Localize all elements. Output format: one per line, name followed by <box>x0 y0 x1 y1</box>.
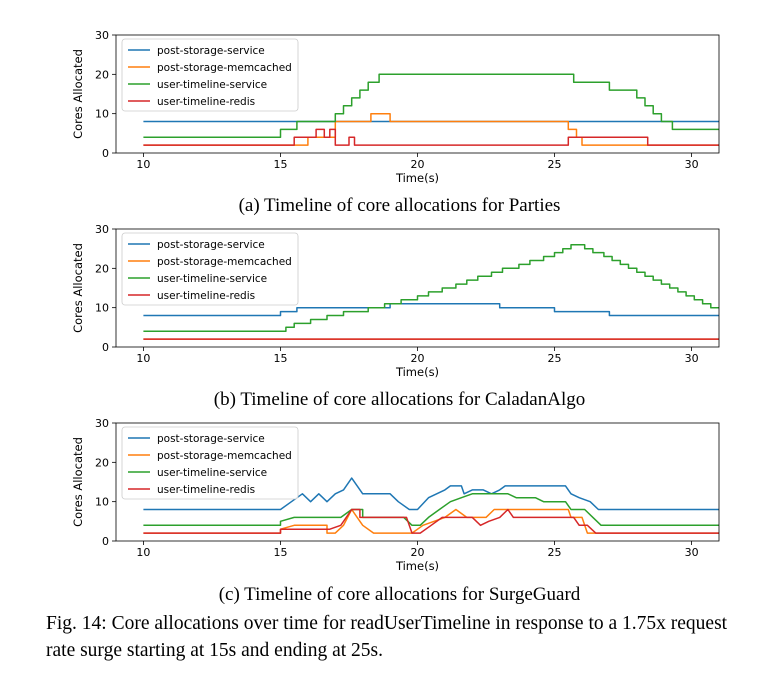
legend-label-post-storage-memcached: post-storage-memcached <box>157 62 292 74</box>
legend-box <box>121 232 299 306</box>
y-tick-label: 20 <box>95 68 109 81</box>
x-tick-label: 15 <box>273 352 287 365</box>
figure-caption-text: Core allocations over time for readUserT… <box>46 613 728 661</box>
x-tick-label: 30 <box>685 546 699 559</box>
x-tick-label: 25 <box>548 352 562 365</box>
legend-label-user-timeline-service: user-timeline-service <box>157 273 267 285</box>
chart-panel-2: 10 15 20 25 30 0 10 20 30 Time(s) Cores Allocated p… <box>71 223 720 410</box>
legend-label-user-timeline-redis: user-timeline-redis <box>157 290 255 302</box>
y-tick-label: 10 <box>95 302 109 315</box>
figure-caption: Fig. 14: Core allocations over time for … <box>46 610 758 664</box>
series-line-user-timeline-redis <box>143 128 719 146</box>
series-line-post-storage-memcached <box>143 112 719 146</box>
x-tick-label: 10 <box>136 158 150 171</box>
x-tick-label: 15 <box>273 158 287 171</box>
x-tick-label: 20 <box>411 546 425 559</box>
legend-box <box>121 38 299 112</box>
series-line-user-timeline-service <box>143 73 719 139</box>
y-tick-label: 20 <box>95 262 109 275</box>
y-tick-label: 10 <box>95 496 109 509</box>
x-axis-label: Time(s) <box>395 171 439 185</box>
legend-label-post-storage-memcached: post-storage-memcached <box>157 256 292 268</box>
series-line-post-storage-memcached <box>143 508 719 534</box>
panel-subcaption: (b) Timeline of core allocations for Cal… <box>214 389 585 410</box>
legend-label-user-timeline-redis: user-timeline-redis <box>157 96 255 108</box>
x-tick-label: 15 <box>273 546 287 559</box>
y-tick-label: 20 <box>95 456 109 469</box>
y-tick-label: 30 <box>95 223 109 236</box>
series-line-user-timeline-service <box>143 493 719 527</box>
legend-label-post-storage-service: post-storage-service <box>157 433 265 445</box>
y-tick-label: 0 <box>102 341 109 354</box>
legend-label-post-storage-memcached: post-storage-memcached <box>157 450 292 462</box>
series-line-user-timeline-service <box>143 243 719 333</box>
x-axis-label: Time(s) <box>395 365 439 379</box>
x-axis-label: Time(s) <box>395 559 439 573</box>
chart-panel-3: 10 15 20 25 30 0 10 20 30 Time(s) Cores Allocated p… <box>71 417 720 605</box>
series-line-post-storage-service <box>143 302 719 317</box>
x-tick-label: 20 <box>411 352 425 365</box>
y-axis-label: Cores Allocated <box>71 437 85 527</box>
panel-subcaption: (c) Timeline of core allocations for Sur… <box>219 584 581 605</box>
x-tick-label: 30 <box>685 158 699 171</box>
x-tick-label: 10 <box>136 546 150 559</box>
y-tick-label: 0 <box>102 535 109 548</box>
y-tick-label: 0 <box>102 147 109 160</box>
legend-label-user-timeline-redis: user-timeline-redis <box>157 484 255 496</box>
y-tick-label: 10 <box>95 108 109 121</box>
legend-label-post-storage-service: post-storage-service <box>157 45 265 57</box>
legend-label-user-timeline-service: user-timeline-service <box>157 467 267 479</box>
y-tick-label: 30 <box>95 417 109 430</box>
legend-label-post-storage-service: post-storage-service <box>157 239 265 251</box>
y-axis-label: Cores Allocated <box>71 49 85 139</box>
panel-subcaption: (a) Timeline of core allocations for Par… <box>239 195 561 216</box>
x-tick-label: 10 <box>136 352 150 365</box>
x-tick-label: 25 <box>548 546 562 559</box>
legend-label-user-timeline-service: user-timeline-service <box>157 79 267 91</box>
x-tick-label: 30 <box>685 352 699 365</box>
chart-panel-1: 10 15 20 25 30 0 10 20 30 Time(s) Cores Allocated p… <box>71 29 720 216</box>
series-line-user-timeline-redis <box>143 508 719 534</box>
figure-label: Fig. 14: <box>46 613 107 634</box>
series-line-post-storage-service <box>143 477 719 511</box>
legend-box <box>121 426 299 500</box>
x-tick-label: 25 <box>548 158 562 171</box>
y-tick-label: 30 <box>95 29 109 42</box>
y-axis-label: Cores Allocated <box>71 243 85 333</box>
x-tick-label: 20 <box>411 158 425 171</box>
